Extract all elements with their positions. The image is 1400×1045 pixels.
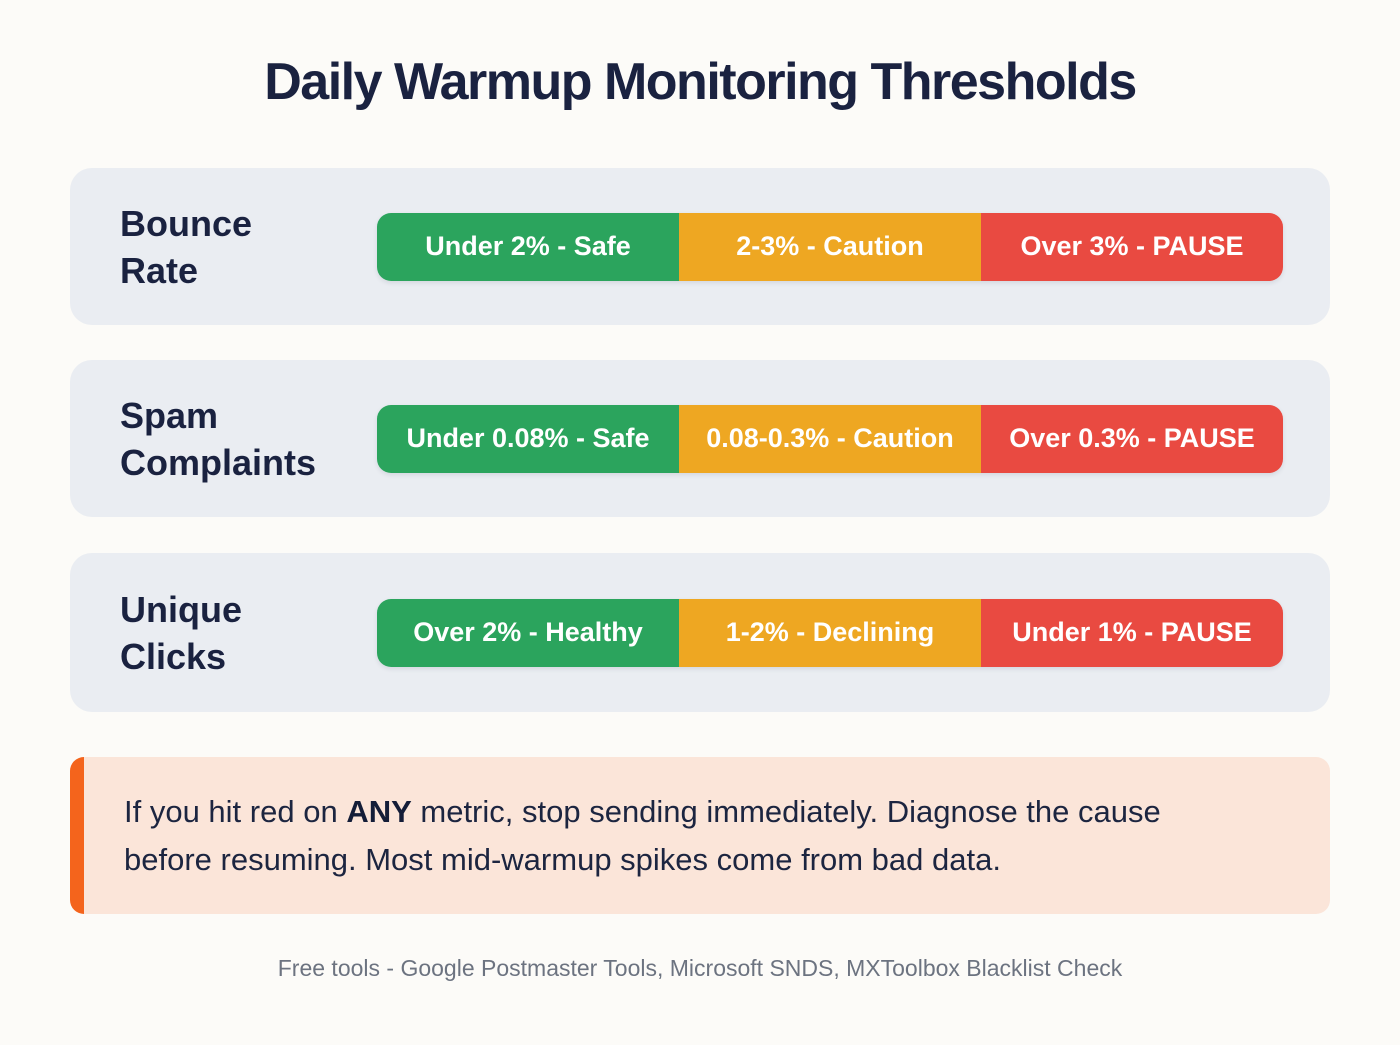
segment-caution: 2-3% - Caution [679, 212, 981, 281]
segment-caution: 1-2% - Declining [679, 598, 981, 667]
callout-text-before: If you hit red on [124, 793, 347, 829]
callout-text: If you hit red on ANY metric, stop sendi… [124, 788, 1224, 884]
callout-text-after: metric, stop sending immediately. Diagno… [124, 793, 1161, 877]
segment-safe: Under 2% - Safe [377, 212, 679, 281]
threshold-row-unique-clicks: Unique Clicks Over 2% - Healthy 1-2% - D… [70, 553, 1330, 712]
segment-caution: 0.08-0.3% - Caution [679, 404, 981, 473]
row-label: Spam Complaints [120, 394, 317, 483]
segment-safe: Under 0.08% - Safe [377, 404, 679, 473]
threshold-bar: Under 0.08% - Safe 0.08-0.3% - Caution O… [377, 404, 1283, 473]
row-label: Bounce Rate [120, 202, 253, 291]
segment-pause: Over 3% - PAUSE [981, 212, 1283, 281]
footer-note: Free tools - Google Postmaster Tools, Mi… [277, 955, 1123, 981]
segment-pause: Over 0.3% - PAUSE [981, 404, 1283, 473]
threshold-row-bounce-rate: Bounce Rate Under 2% - Safe 2-3% - Cauti… [70, 168, 1330, 325]
threshold-bar: Under 2% - Safe 2-3% - Caution Over 3% -… [377, 212, 1283, 281]
page-title: Daily Warmup Monitoring Thresholds [264, 53, 1137, 111]
warning-callout: If you hit red on ANY metric, stop sendi… [70, 757, 1330, 914]
segment-safe: Over 2% - Healthy [377, 598, 679, 667]
threshold-bar: Over 2% - Healthy 1-2% - Declining Under… [377, 598, 1283, 667]
row-label: Unique Clicks [120, 588, 242, 677]
callout-text-emphasis: ANY [346, 793, 412, 829]
segment-pause: Under 1% - PAUSE [981, 598, 1283, 667]
threshold-row-spam-complaints: Spam Complaints Under 0.08% - Safe 0.08-… [70, 360, 1330, 517]
